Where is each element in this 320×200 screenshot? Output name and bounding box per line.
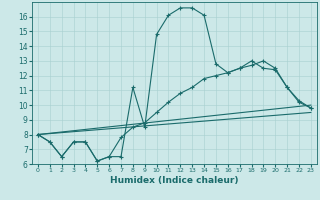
X-axis label: Humidex (Indice chaleur): Humidex (Indice chaleur)	[110, 176, 239, 185]
